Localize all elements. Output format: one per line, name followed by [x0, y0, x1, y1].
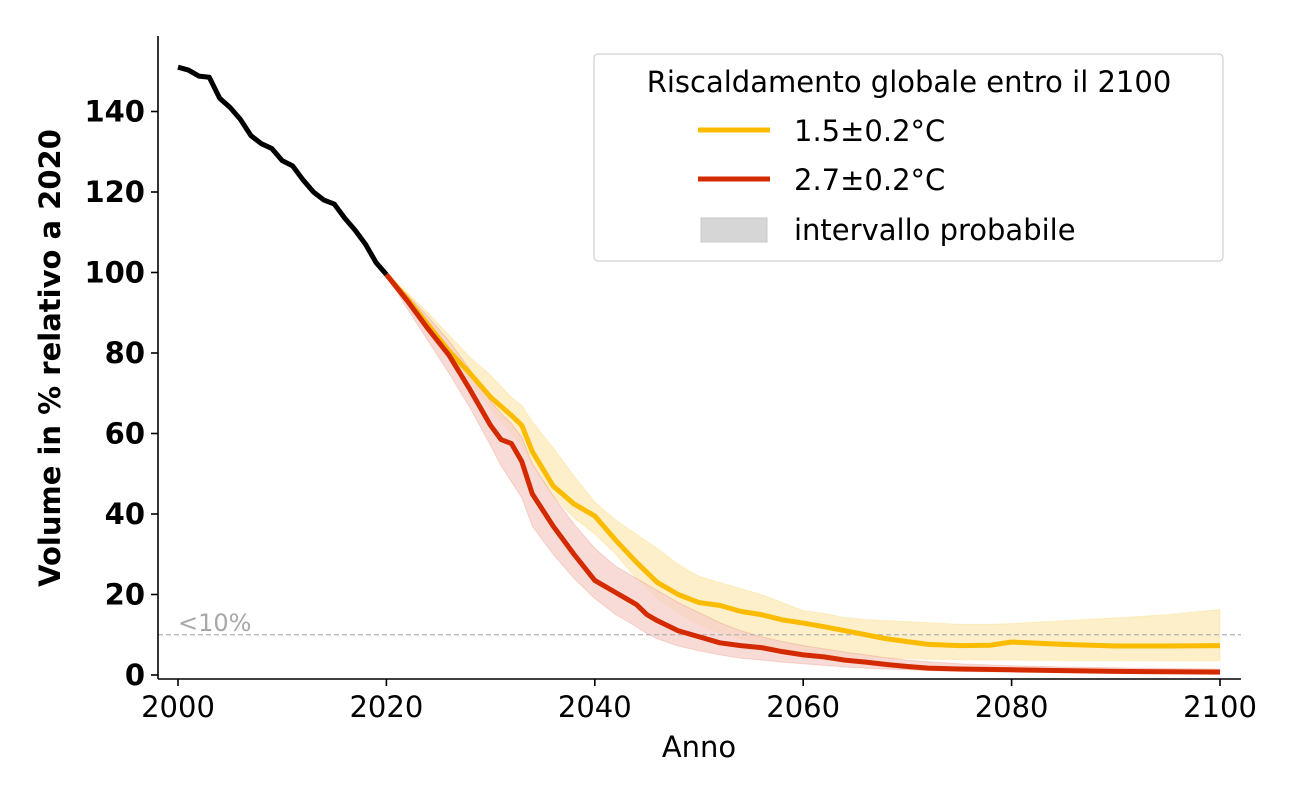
y-tick-label: 40 [105, 497, 145, 531]
bands-layer [385, 274, 1221, 675]
legend-frame [593, 53, 1224, 262]
y-tick-label: 0 [125, 658, 145, 692]
legend: Riscaldamento globale entro il 2100 1.5±… [593, 53, 1224, 262]
x-axis-title: Anno [662, 730, 736, 764]
y-ticks: 0 20 40 60 80 100 120 140 [84, 95, 158, 692]
y-tick-label: 120 [84, 175, 145, 209]
series-line-2-7c [384, 272, 1221, 675]
legend-label-2-7c: 2.7±0.2°C [794, 163, 945, 197]
legend-swatch-range [700, 217, 768, 243]
legend-label-1-5c: 1.5±0.2°C [794, 114, 945, 148]
threshold-label: <10% [178, 609, 251, 637]
x-tick-label: 2040 [558, 690, 632, 724]
x-tick-label: 2000 [141, 690, 215, 724]
y-axis-title: Volume in % relativo a 2020 [33, 129, 67, 587]
x-ticks: 2000 2020 2040 2060 2080 2100 [141, 679, 1257, 724]
y-tick-label: 60 [105, 417, 145, 451]
y-tick-label: 20 [105, 578, 145, 612]
series-line-1-5c [384, 272, 1221, 649]
x-tick-label: 2060 [766, 690, 840, 724]
legend-label-range: intervallo probabile [794, 213, 1076, 247]
x-tick-label: 2080 [975, 690, 1049, 724]
range-band-1-5c [385, 274, 1221, 662]
x-tick-label: 2020 [349, 690, 423, 724]
y-tick-label: 140 [84, 95, 145, 129]
historical-line [177, 64, 389, 277]
y-tick-label: 100 [84, 256, 145, 290]
legend-title: Riscaldamento globale entro il 2100 [647, 65, 1172, 99]
y-tick-label: 80 [105, 336, 145, 370]
x-tick-label: 2100 [1183, 690, 1257, 724]
lines-layer [177, 64, 1221, 675]
